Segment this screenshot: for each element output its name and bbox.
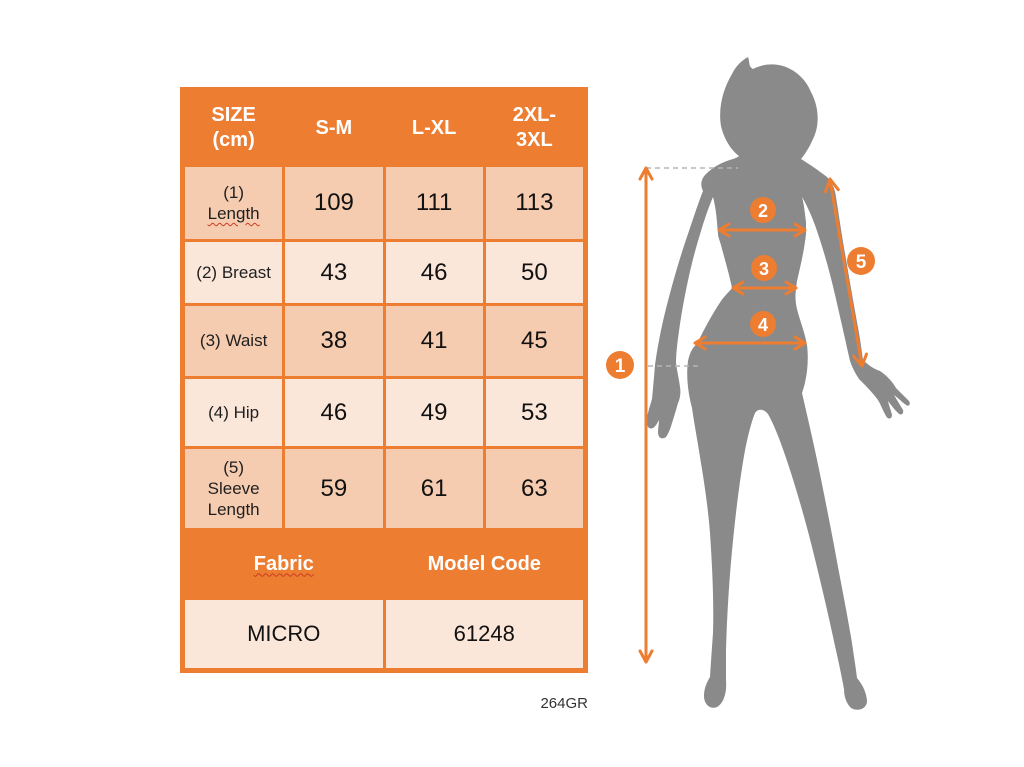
marker-label-4: 4 <box>758 315 768 335</box>
breast-value-2xl3xl: 50 <box>485 242 583 303</box>
table-row-breast: (2) Breast 43 46 50 <box>185 242 583 303</box>
table-row-waist: (3) Waist 38 41 45 <box>185 306 583 376</box>
table-row-footer-header: Fabric Model Code <box>185 531 583 597</box>
marker-badge-4 <box>750 311 776 337</box>
marker-badge-2 <box>750 197 776 223</box>
row-label-length: (1) Length <box>185 167 283 239</box>
row-label-hip: (4) Hip <box>185 379 283 446</box>
model-code-header: Model Code <box>385 531 583 597</box>
measure-arrow-length <box>638 166 654 664</box>
measure-arrow-breast <box>717 222 807 238</box>
marker-label-5: 5 <box>856 252 867 273</box>
size-chart-table: SIZE (cm) S-M L-XL 2XL-3XL (1) Length 10… <box>180 87 588 673</box>
row-label-sleeve-length: (5) Sleeve Length <box>185 449 283 528</box>
sleeve-value-sm: 59 <box>285 449 383 528</box>
marker-badges: 1 2 3 4 5 <box>606 197 875 379</box>
table-row-length: (1) Length 109 111 113 <box>185 167 583 239</box>
marker-label-1: 1 <box>615 356 626 377</box>
fabric-value: MICRO <box>185 600 383 668</box>
breast-value-lxl: 46 <box>385 242 483 303</box>
hip-value-2xl3xl: 53 <box>485 379 583 446</box>
style-code-note: 264GR <box>540 695 588 712</box>
header-size-2xl3xl: 2XL-3XL <box>485 92 583 164</box>
waist-value-lxl: 41 <box>385 306 483 376</box>
waist-value-sm: 38 <box>285 306 383 376</box>
hip-value-sm: 46 <box>285 379 383 446</box>
body-measurement-figure: 1 2 3 4 5 <box>606 57 910 710</box>
sleeve-value-lxl: 61 <box>385 449 483 528</box>
marker-label-2: 2 <box>758 201 768 221</box>
length-value-sm: 109 <box>285 167 383 239</box>
table-row-hip: (4) Hip 46 49 53 <box>185 379 583 446</box>
female-silhouette <box>646 57 910 710</box>
measure-arrow-waist <box>731 280 798 296</box>
measure-arrow-sleeve <box>824 177 868 368</box>
header-size-cm: SIZE (cm) <box>185 92 283 164</box>
table-header-row: SIZE (cm) S-M L-XL 2XL-3XL <box>185 92 583 164</box>
header-size-lxl: L-XL <box>385 92 483 164</box>
waist-value-2xl3xl: 45 <box>485 306 583 376</box>
length-value-2xl3xl: 113 <box>485 167 583 239</box>
marker-badge-1 <box>606 351 634 379</box>
table-row-sleeve-length: (5) Sleeve Length 59 61 63 <box>185 449 583 528</box>
row-label-breast: (2) Breast <box>185 242 283 303</box>
measure-arrow-hip <box>693 335 807 351</box>
sleeve-value-2xl3xl: 63 <box>485 449 583 528</box>
hip-value-lxl: 49 <box>385 379 483 446</box>
header-size-sm: S-M <box>285 92 383 164</box>
fabric-header: Fabric <box>185 531 383 597</box>
table-row-footer-values: MICRO 61248 <box>185 600 583 668</box>
marker-label-3: 3 <box>759 259 769 279</box>
row-label-waist: (3) Waist <box>185 306 283 376</box>
model-code-value: 61248 <box>385 600 583 668</box>
length-value-lxl: 111 <box>385 167 483 239</box>
breast-value-sm: 43 <box>285 242 383 303</box>
marker-badge-3 <box>751 255 777 281</box>
marker-badge-5 <box>847 247 875 275</box>
